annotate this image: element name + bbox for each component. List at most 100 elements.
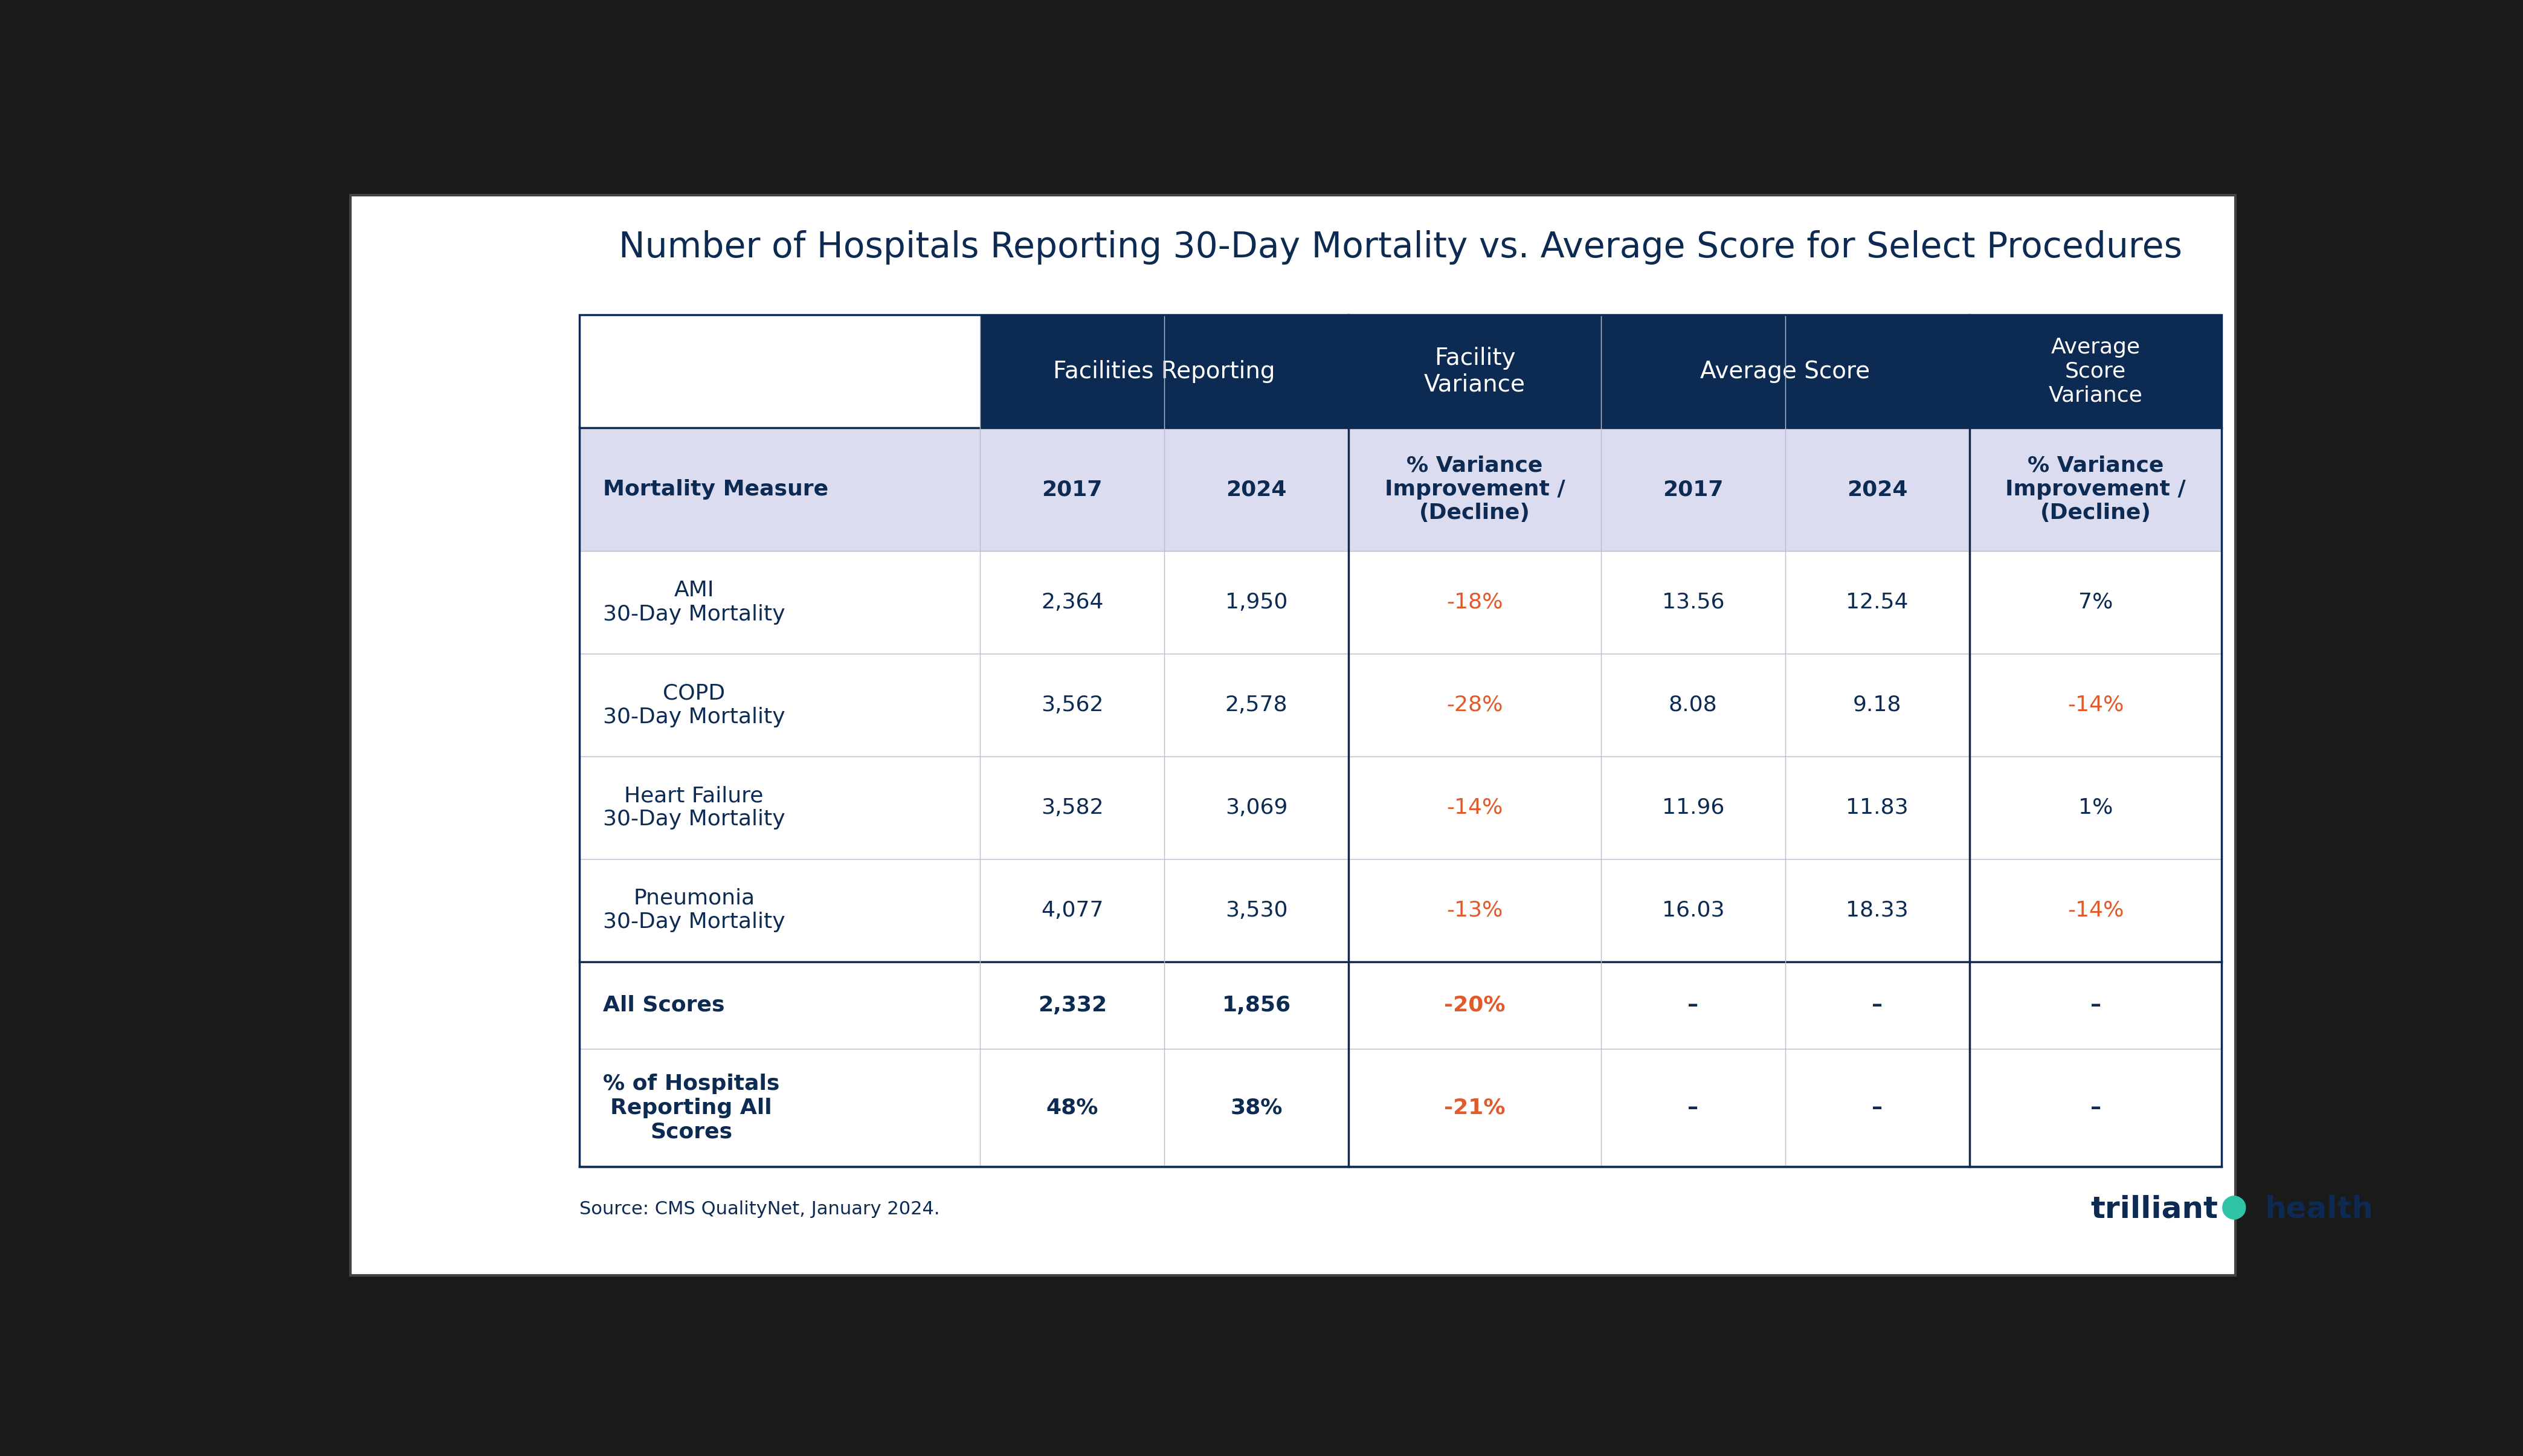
Text: 16.03: 16.03 <box>1663 900 1723 920</box>
Bar <box>979 314 1350 428</box>
Text: –: – <box>2089 1098 2102 1118</box>
Bar <box>1970 550 2223 654</box>
Text: 2017: 2017 <box>1663 479 1723 499</box>
Text: 2024: 2024 <box>1226 479 1287 499</box>
Text: 2,332: 2,332 <box>1037 994 1108 1015</box>
Bar <box>1786 1048 1970 1166</box>
Text: Source: CMS QualityNet, January 2024.: Source: CMS QualityNet, January 2024. <box>580 1201 939 1219</box>
Text: -14%: -14% <box>2066 900 2124 920</box>
Bar <box>580 756 979 859</box>
Bar <box>1786 550 1970 654</box>
Bar <box>1970 314 2223 428</box>
Bar <box>1602 961 1786 1048</box>
Text: 11.83: 11.83 <box>1847 798 1907 818</box>
Bar <box>1786 654 1970 756</box>
Bar <box>1970 756 2223 859</box>
Bar <box>1350 961 1602 1048</box>
Text: AMI
30-Day Mortality: AMI 30-Day Mortality <box>603 579 785 625</box>
Bar <box>1786 756 1970 859</box>
Text: ⬤: ⬤ <box>2220 1195 2248 1219</box>
Bar <box>1970 428 2223 550</box>
Text: Facility
Variance: Facility Variance <box>1423 347 1526 396</box>
Bar <box>1163 961 1350 1048</box>
Bar <box>1970 654 2223 756</box>
Text: -14%: -14% <box>1446 798 1504 818</box>
Bar <box>979 1048 1163 1166</box>
Bar <box>979 550 1163 654</box>
Bar <box>1163 1048 1350 1166</box>
Bar <box>1163 859 1350 961</box>
Bar <box>580 314 2223 1166</box>
Bar <box>1350 428 1602 550</box>
Bar <box>1163 654 1350 756</box>
Bar <box>1163 428 1350 550</box>
Text: All Scores: All Scores <box>603 994 724 1015</box>
Bar <box>1602 859 1786 961</box>
Text: –: – <box>1872 994 1882 1015</box>
Text: % Variance
Improvement /
(Decline): % Variance Improvement / (Decline) <box>2006 456 2185 524</box>
Bar <box>1786 961 1970 1048</box>
Text: -13%: -13% <box>1446 900 1504 920</box>
Text: % Variance
Improvement /
(Decline): % Variance Improvement / (Decline) <box>1385 456 1564 524</box>
Bar <box>979 654 1163 756</box>
Text: 38%: 38% <box>1231 1098 1282 1118</box>
Text: 9.18: 9.18 <box>1852 695 1902 715</box>
Bar <box>1163 756 1350 859</box>
Bar <box>580 550 979 654</box>
Text: -14%: -14% <box>2066 695 2124 715</box>
Text: 48%: 48% <box>1047 1098 1098 1118</box>
Text: 18.33: 18.33 <box>1847 900 1907 920</box>
Text: 3,582: 3,582 <box>1042 798 1103 818</box>
Text: 2,364: 2,364 <box>1042 593 1103 613</box>
Text: % of Hospitals
Reporting All
Scores: % of Hospitals Reporting All Scores <box>603 1075 780 1142</box>
Text: –: – <box>1872 1098 1882 1118</box>
Text: Number of Hospitals Reporting 30-Day Mortality vs. Average Score for Select Proc: Number of Hospitals Reporting 30-Day Mor… <box>618 230 2182 265</box>
Bar <box>1786 428 1970 550</box>
Text: 2017: 2017 <box>1042 479 1103 499</box>
Bar <box>979 428 1163 550</box>
Text: trilliant: trilliant <box>2092 1195 2218 1224</box>
Bar <box>1350 1048 1602 1166</box>
Bar <box>580 1048 979 1166</box>
Bar <box>580 961 979 1048</box>
Text: Heart Failure
30-Day Mortality: Heart Failure 30-Day Mortality <box>603 785 785 830</box>
Text: health: health <box>2266 1195 2374 1224</box>
Bar <box>1602 756 1786 859</box>
Text: -20%: -20% <box>1443 994 1506 1015</box>
Text: 2024: 2024 <box>1847 479 1907 499</box>
Bar <box>1970 1048 2223 1166</box>
Bar <box>1970 859 2223 961</box>
Text: Pneumonia
30-Day Mortality: Pneumonia 30-Day Mortality <box>603 888 785 932</box>
Text: Average Score: Average Score <box>1701 360 1870 383</box>
Text: 1,856: 1,856 <box>1221 994 1292 1015</box>
Bar <box>1350 859 1602 961</box>
Text: 4,077: 4,077 <box>1042 900 1103 920</box>
Bar <box>580 654 979 756</box>
Text: –: – <box>1688 1098 1698 1118</box>
Bar <box>1970 961 2223 1048</box>
Text: –: – <box>1688 994 1698 1015</box>
Text: 13.56: 13.56 <box>1663 593 1723 613</box>
Bar <box>1350 654 1602 756</box>
Text: -28%: -28% <box>1446 695 1504 715</box>
Text: 11.96: 11.96 <box>1663 798 1723 818</box>
Bar <box>1602 1048 1786 1166</box>
Text: Average
Score
Variance: Average Score Variance <box>2049 338 2142 405</box>
Bar <box>1350 550 1602 654</box>
Bar <box>979 961 1163 1048</box>
Bar <box>1350 756 1602 859</box>
Text: 3,069: 3,069 <box>1226 798 1287 818</box>
Text: 12.54: 12.54 <box>1847 593 1907 613</box>
Bar <box>979 859 1163 961</box>
Text: Facilities Reporting: Facilities Reporting <box>1052 360 1274 383</box>
Bar <box>1350 314 1602 428</box>
Bar <box>1602 314 1970 428</box>
Bar <box>1602 654 1786 756</box>
Bar <box>1786 859 1970 961</box>
Text: 2,578: 2,578 <box>1226 695 1287 715</box>
Bar <box>1602 550 1786 654</box>
Text: 3,530: 3,530 <box>1226 900 1287 920</box>
Bar <box>1602 428 1786 550</box>
Text: 7%: 7% <box>2079 593 2112 613</box>
Text: 8.08: 8.08 <box>1668 695 1718 715</box>
